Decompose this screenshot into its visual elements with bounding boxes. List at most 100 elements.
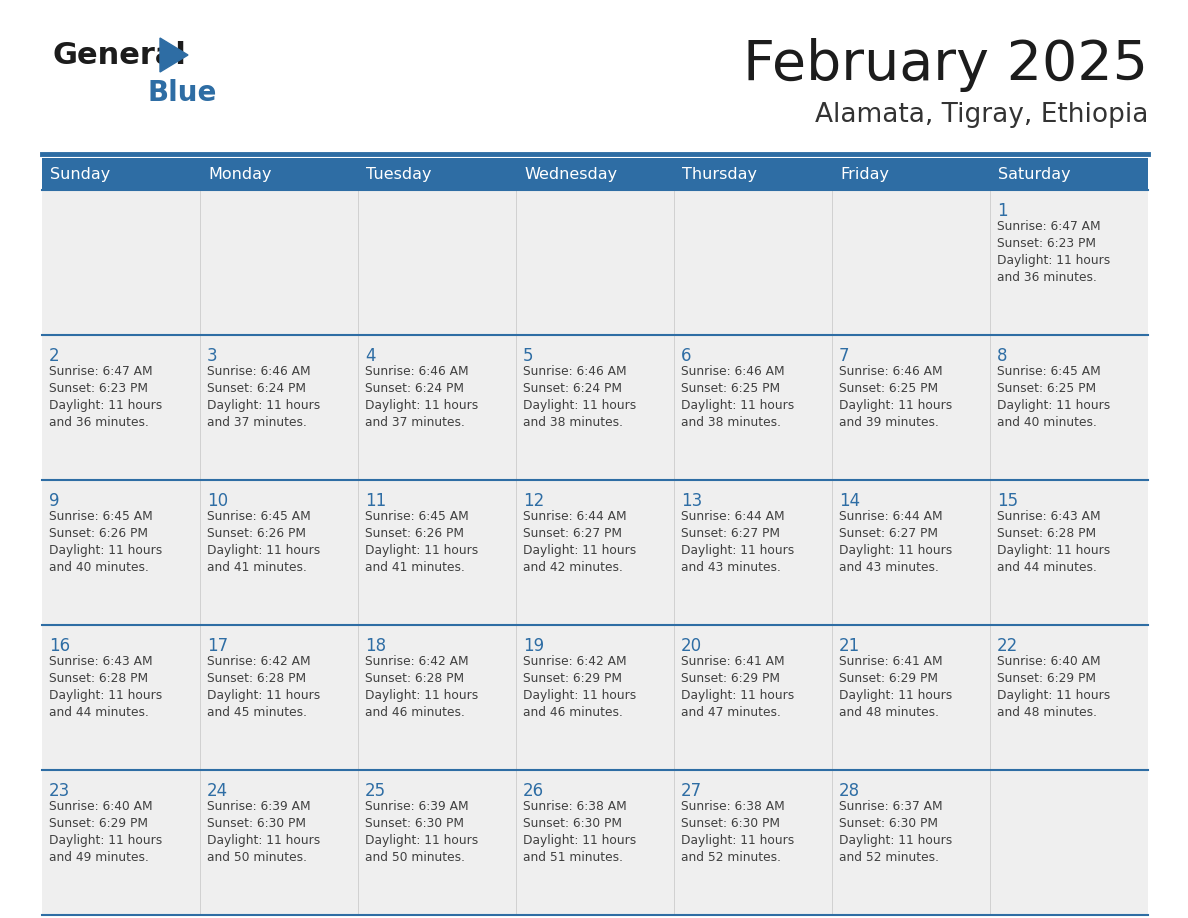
Text: Sunrise: 6:46 AM: Sunrise: 6:46 AM <box>365 365 468 378</box>
Text: Daylight: 11 hours: Daylight: 11 hours <box>997 689 1111 702</box>
Text: and 46 minutes.: and 46 minutes. <box>365 706 465 719</box>
Text: and 43 minutes.: and 43 minutes. <box>839 561 939 574</box>
Text: Daylight: 11 hours: Daylight: 11 hours <box>523 689 637 702</box>
Text: Alamata, Tigray, Ethiopia: Alamata, Tigray, Ethiopia <box>815 102 1148 128</box>
Text: Sunset: 6:24 PM: Sunset: 6:24 PM <box>207 382 307 395</box>
Text: Blue: Blue <box>147 79 216 107</box>
Text: and 49 minutes.: and 49 minutes. <box>49 851 148 864</box>
Text: Daylight: 11 hours: Daylight: 11 hours <box>839 689 953 702</box>
Text: and 44 minutes.: and 44 minutes. <box>49 706 148 719</box>
Text: Daylight: 11 hours: Daylight: 11 hours <box>365 834 479 847</box>
Text: 10: 10 <box>207 492 228 510</box>
Text: Daylight: 11 hours: Daylight: 11 hours <box>839 834 953 847</box>
Text: Daylight: 11 hours: Daylight: 11 hours <box>365 399 479 412</box>
Text: Sunrise: 6:38 AM: Sunrise: 6:38 AM <box>681 800 785 813</box>
Text: Daylight: 11 hours: Daylight: 11 hours <box>49 834 163 847</box>
Text: Sunset: 6:29 PM: Sunset: 6:29 PM <box>839 672 939 685</box>
Text: and 44 minutes.: and 44 minutes. <box>997 561 1097 574</box>
Text: Sunrise: 6:43 AM: Sunrise: 6:43 AM <box>997 510 1100 523</box>
Text: and 48 minutes.: and 48 minutes. <box>839 706 939 719</box>
Text: 12: 12 <box>523 492 544 510</box>
Text: Sunday: Sunday <box>50 166 110 182</box>
Text: Sunrise: 6:46 AM: Sunrise: 6:46 AM <box>681 365 784 378</box>
Text: 4: 4 <box>365 347 375 365</box>
Text: and 40 minutes.: and 40 minutes. <box>49 561 148 574</box>
Text: Sunset: 6:30 PM: Sunset: 6:30 PM <box>207 817 307 830</box>
Text: Sunset: 6:24 PM: Sunset: 6:24 PM <box>365 382 465 395</box>
Text: Sunrise: 6:45 AM: Sunrise: 6:45 AM <box>49 510 153 523</box>
Text: Sunset: 6:29 PM: Sunset: 6:29 PM <box>523 672 623 685</box>
Text: Sunrise: 6:47 AM: Sunrise: 6:47 AM <box>49 365 152 378</box>
Text: Sunset: 6:28 PM: Sunset: 6:28 PM <box>207 672 307 685</box>
Text: 27: 27 <box>681 782 702 800</box>
Text: Daylight: 11 hours: Daylight: 11 hours <box>49 689 163 702</box>
Text: Sunrise: 6:39 AM: Sunrise: 6:39 AM <box>207 800 310 813</box>
Text: 18: 18 <box>365 637 386 655</box>
Text: Sunrise: 6:45 AM: Sunrise: 6:45 AM <box>207 510 311 523</box>
Bar <box>42 625 1148 770</box>
Text: Sunset: 6:27 PM: Sunset: 6:27 PM <box>681 527 781 540</box>
Text: Sunset: 6:30 PM: Sunset: 6:30 PM <box>681 817 781 830</box>
Text: Daylight: 11 hours: Daylight: 11 hours <box>839 544 953 557</box>
Text: 1: 1 <box>997 202 1007 220</box>
Text: Daylight: 11 hours: Daylight: 11 hours <box>681 689 795 702</box>
Text: Daylight: 11 hours: Daylight: 11 hours <box>997 399 1111 412</box>
Text: 6: 6 <box>681 347 691 365</box>
Text: Daylight: 11 hours: Daylight: 11 hours <box>207 399 321 412</box>
Bar <box>42 190 1148 335</box>
Text: Sunrise: 6:42 AM: Sunrise: 6:42 AM <box>365 655 468 668</box>
Text: 13: 13 <box>681 492 702 510</box>
Text: 8: 8 <box>997 347 1007 365</box>
Text: Sunrise: 6:42 AM: Sunrise: 6:42 AM <box>207 655 310 668</box>
Text: and 42 minutes.: and 42 minutes. <box>523 561 623 574</box>
Text: Sunset: 6:29 PM: Sunset: 6:29 PM <box>49 817 148 830</box>
Text: and 36 minutes.: and 36 minutes. <box>997 271 1097 284</box>
Text: and 37 minutes.: and 37 minutes. <box>365 416 465 429</box>
Text: Sunset: 6:30 PM: Sunset: 6:30 PM <box>523 817 623 830</box>
Text: Sunrise: 6:46 AM: Sunrise: 6:46 AM <box>523 365 626 378</box>
Text: Friday: Friday <box>840 166 889 182</box>
Text: Sunset: 6:26 PM: Sunset: 6:26 PM <box>207 527 307 540</box>
Text: Daylight: 11 hours: Daylight: 11 hours <box>997 544 1111 557</box>
Text: Sunset: 6:30 PM: Sunset: 6:30 PM <box>839 817 939 830</box>
Text: and 39 minutes.: and 39 minutes. <box>839 416 939 429</box>
Text: 9: 9 <box>49 492 59 510</box>
Text: Daylight: 11 hours: Daylight: 11 hours <box>839 399 953 412</box>
Text: Daylight: 11 hours: Daylight: 11 hours <box>681 834 795 847</box>
Text: and 48 minutes.: and 48 minutes. <box>997 706 1097 719</box>
Text: 28: 28 <box>839 782 860 800</box>
Text: and 43 minutes.: and 43 minutes. <box>681 561 781 574</box>
Text: General: General <box>52 40 185 70</box>
Text: Sunrise: 6:37 AM: Sunrise: 6:37 AM <box>839 800 942 813</box>
Text: Sunrise: 6:43 AM: Sunrise: 6:43 AM <box>49 655 152 668</box>
Text: Sunset: 6:30 PM: Sunset: 6:30 PM <box>365 817 465 830</box>
Text: and 38 minutes.: and 38 minutes. <box>681 416 781 429</box>
Text: and 50 minutes.: and 50 minutes. <box>207 851 307 864</box>
Text: 2: 2 <box>49 347 59 365</box>
Text: Sunset: 6:28 PM: Sunset: 6:28 PM <box>997 527 1097 540</box>
Text: 26: 26 <box>523 782 544 800</box>
Text: Sunset: 6:29 PM: Sunset: 6:29 PM <box>997 672 1097 685</box>
Text: Tuesday: Tuesday <box>366 166 431 182</box>
Text: Sunrise: 6:40 AM: Sunrise: 6:40 AM <box>49 800 152 813</box>
Text: Wednesday: Wednesday <box>524 166 617 182</box>
Text: Daylight: 11 hours: Daylight: 11 hours <box>207 544 321 557</box>
Text: and 36 minutes.: and 36 minutes. <box>49 416 148 429</box>
Text: and 38 minutes.: and 38 minutes. <box>523 416 623 429</box>
Text: Sunset: 6:29 PM: Sunset: 6:29 PM <box>681 672 781 685</box>
Text: 20: 20 <box>681 637 702 655</box>
Text: Thursday: Thursday <box>682 166 757 182</box>
Text: Sunrise: 6:42 AM: Sunrise: 6:42 AM <box>523 655 626 668</box>
Text: 16: 16 <box>49 637 70 655</box>
Text: Sunrise: 6:46 AM: Sunrise: 6:46 AM <box>839 365 942 378</box>
Text: Sunrise: 6:39 AM: Sunrise: 6:39 AM <box>365 800 468 813</box>
Text: Sunrise: 6:46 AM: Sunrise: 6:46 AM <box>207 365 310 378</box>
Text: Sunset: 6:25 PM: Sunset: 6:25 PM <box>997 382 1097 395</box>
Text: 17: 17 <box>207 637 228 655</box>
Text: 15: 15 <box>997 492 1018 510</box>
Text: Sunset: 6:26 PM: Sunset: 6:26 PM <box>49 527 148 540</box>
Text: Saturday: Saturday <box>998 166 1070 182</box>
Text: Sunrise: 6:44 AM: Sunrise: 6:44 AM <box>839 510 942 523</box>
Text: Daylight: 11 hours: Daylight: 11 hours <box>681 399 795 412</box>
Text: Sunset: 6:24 PM: Sunset: 6:24 PM <box>523 382 623 395</box>
